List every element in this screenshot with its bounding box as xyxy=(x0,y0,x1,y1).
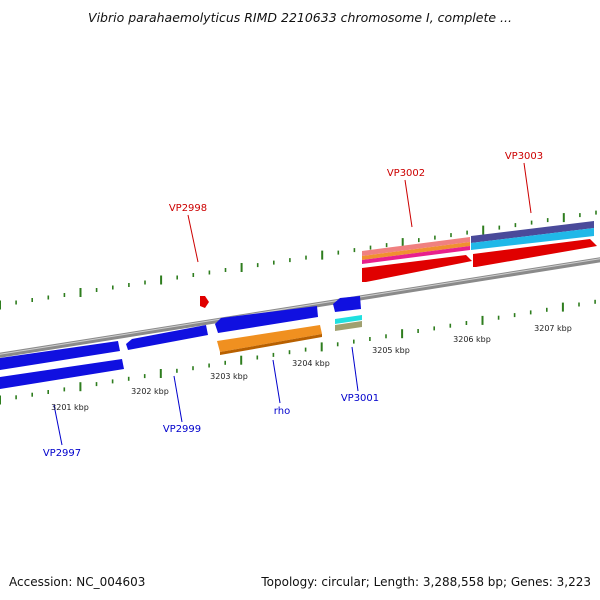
gene-vp3001-band-2[interactable] xyxy=(335,321,362,331)
gene-vp3001-band-1[interactable] xyxy=(335,315,362,324)
gene-vp3002-band-3[interactable] xyxy=(362,246,470,264)
kbp-label: 3201 kbp xyxy=(51,403,89,412)
gene-label-vp3003[interactable]: VP3003 xyxy=(505,151,543,162)
reverse-genes xyxy=(0,296,362,389)
reverse-gene-labels: VP2997 VP2999 rho VP3001 xyxy=(43,393,379,459)
chromosome-backbone xyxy=(0,257,600,358)
kbp-label: 3203 kbp xyxy=(210,372,248,381)
forward-genes xyxy=(200,221,597,308)
gene-rho[interactable] xyxy=(217,325,322,352)
forward-gene-labels: VP2998 VP3002 VP3003 xyxy=(169,151,543,214)
kbp-label: 3206 kbp xyxy=(453,335,491,344)
gene-label-rho[interactable]: rho xyxy=(274,406,290,417)
gene-label-vp2999[interactable]: VP2999 xyxy=(163,424,201,435)
kbp-label: 3205 kbp xyxy=(372,346,410,355)
gene-vp2997-a[interactable] xyxy=(0,341,120,370)
kbp-labels: 3201 kbp 3202 kbp 3203 kbp 3204 kbp 3205… xyxy=(51,324,572,412)
gene-label-vp3002[interactable]: VP3002 xyxy=(387,168,425,179)
upper-tick-track xyxy=(0,210,597,310)
gene-vp2999[interactable] xyxy=(126,325,208,350)
accession-text: Accession: NC_004603 xyxy=(9,575,146,589)
genome-summary-text: Topology: circular; Length: 3,288,558 bp… xyxy=(261,575,591,589)
gene-vp3003-band-2[interactable] xyxy=(471,228,594,250)
gene-vp2998[interactable] xyxy=(200,296,209,308)
gene-label-vp3001[interactable]: VP3001 xyxy=(341,393,379,404)
gene-vp3003-arrow[interactable] xyxy=(473,239,597,267)
kbp-label: 3207 kbp xyxy=(534,324,572,333)
gene-vp3002-band-2[interactable] xyxy=(362,242,470,260)
label-connectors xyxy=(53,162,532,446)
gene-label-vp2997[interactable]: VP2997 xyxy=(43,448,81,459)
map-title: Vibrio parahaemolyticus RIMD 2210633 chr… xyxy=(88,10,512,25)
gene-vp3003-band-1[interactable] xyxy=(471,221,594,243)
gene-vp2997-b[interactable] xyxy=(0,359,124,389)
gene-rho-coding[interactable] xyxy=(215,306,318,333)
kbp-label: 3202 kbp xyxy=(131,387,169,396)
gene-label-vp2998[interactable]: VP2998 xyxy=(169,203,207,214)
gene-vp3001-coding[interactable] xyxy=(333,296,361,312)
kbp-label: 3204 kbp xyxy=(292,359,330,368)
gene-vp3002-arrow[interactable] xyxy=(362,255,472,282)
gene-vp3002-band-1[interactable] xyxy=(362,237,470,256)
lower-tick-track xyxy=(0,299,596,405)
